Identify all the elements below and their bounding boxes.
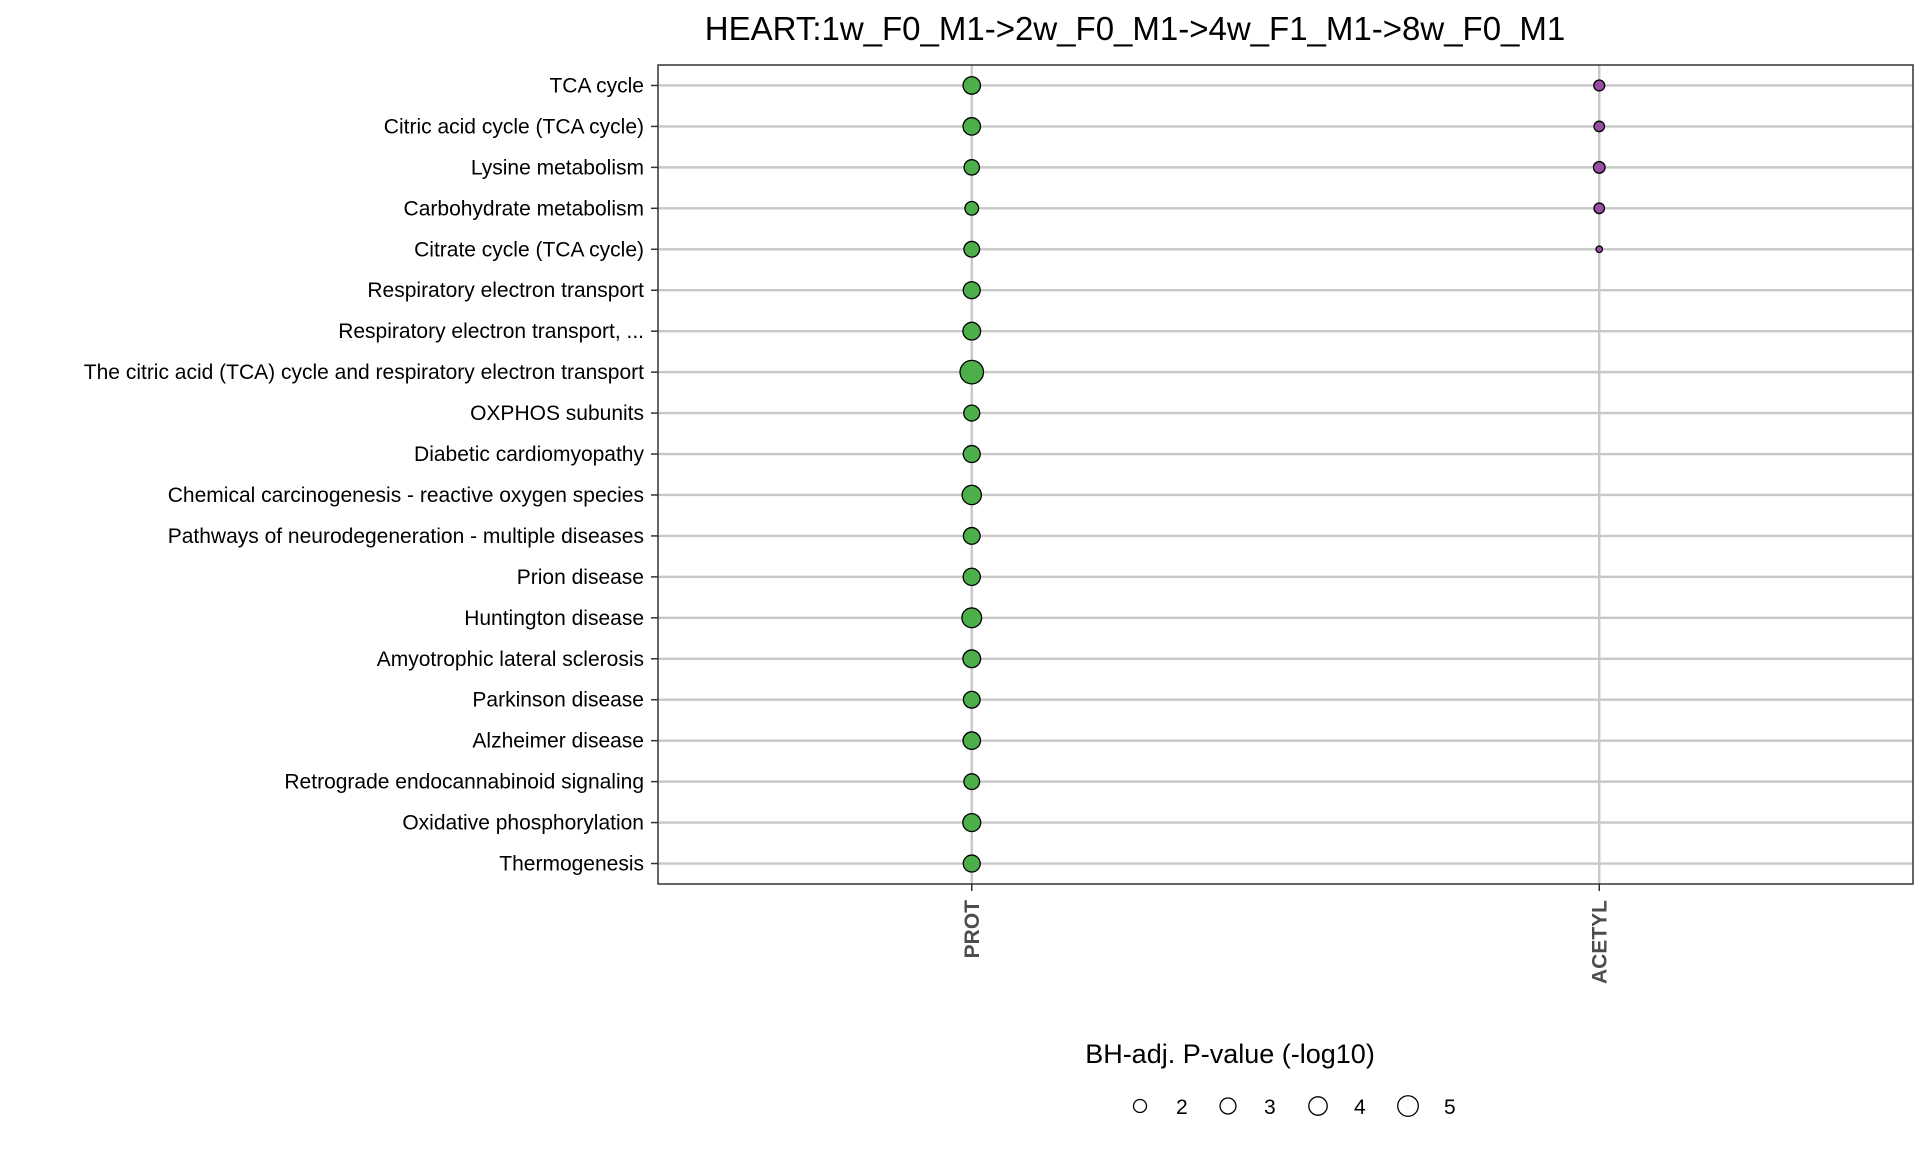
y-tick-label: Thermogenesis	[499, 853, 644, 876]
data-point-acetyl	[1593, 120, 1606, 133]
data-point-prot	[963, 404, 981, 422]
data-point-prot	[964, 200, 980, 216]
data-point-prot	[962, 76, 982, 95]
data-point-prot	[962, 444, 981, 464]
data-point-prot	[962, 649, 982, 669]
data-point-prot	[962, 812, 982, 833]
data-point-prot	[963, 773, 981, 791]
y-tick-label: Parkinson disease	[472, 689, 644, 712]
y-tick-label: Citrate cycle (TCA cycle)	[414, 238, 644, 261]
y-tick-label: Retrograde endocannabinoid signaling	[284, 771, 644, 794]
y-tick-label: Chemical carcinogenesis - reactive oxyge…	[168, 484, 644, 507]
grid-lines	[658, 65, 1913, 884]
y-tick-label: Respiratory electron transport	[367, 279, 644, 302]
data-point-prot	[961, 607, 983, 629]
legend-size-key	[1308, 1096, 1328, 1116]
x-tick-label: PROT	[961, 900, 984, 959]
x-tick-label: ACETYL	[1588, 900, 1611, 984]
data-point-prot	[962, 690, 981, 709]
legend-size-label: 2	[1176, 1096, 1188, 1119]
y-tick-label: Amyotrophic lateral sclerosis	[377, 648, 644, 671]
y-tick-label: Citric acid cycle (TCA cycle)	[384, 115, 644, 138]
legend-size-label: 3	[1264, 1096, 1276, 1119]
chart-title: HEART:1w_F0_M1->2w_F0_M1->4w_F1_M1->8w_F…	[705, 10, 1566, 47]
legend-size-key	[1397, 1095, 1419, 1117]
y-tick-label: Lysine metabolism	[471, 156, 644, 179]
data-point-prot	[961, 484, 983, 506]
data-point-prot	[959, 359, 985, 385]
y-tick-label: Respiratory electron transport, ...	[338, 320, 644, 343]
plot-panel	[657, 64, 1914, 885]
data-point-prot	[962, 526, 981, 545]
y-tick-label: The citric acid (TCA) cycle and respirat…	[84, 361, 644, 384]
y-tick-label: Alzheimer disease	[472, 730, 644, 753]
data-point-prot	[962, 117, 982, 136]
data-point-acetyl	[1593, 79, 1606, 92]
y-tick-label: Pathways of neurodegeneration - multiple…	[168, 525, 644, 548]
data-point-acetyl	[1593, 202, 1606, 215]
y-tick-label: TCA cycle	[549, 74, 644, 97]
data-point-prot	[962, 731, 982, 751]
data-point-prot	[963, 240, 981, 258]
legend-size-label: 5	[1444, 1096, 1456, 1119]
data-points	[959, 76, 1606, 873]
y-axis: TCA cycle Citric acid cycle (TCA cycle) Ly…	[84, 74, 658, 876]
data-point-prot	[963, 159, 981, 176]
x-axis: PROT ACETYL	[961, 884, 1611, 984]
data-point-prot	[962, 854, 981, 873]
data-point-prot	[962, 321, 982, 341]
y-tick-label: Carbohydrate metabolism	[404, 197, 644, 220]
data-point-acetyl	[1592, 160, 1606, 174]
y-tick-label: OXPHOS subunits	[470, 402, 644, 425]
legend-title: BH-adj. P-value (-log10)	[1085, 1039, 1375, 1069]
data-point-prot	[962, 567, 982, 587]
size-legend: BH-adj. P-value (-log10) 2 3 4 5	[1085, 1039, 1456, 1119]
legend-size-key	[1219, 1097, 1237, 1115]
y-tick-label: Huntington disease	[464, 607, 644, 630]
data-point-acetyl	[1595, 245, 1604, 254]
y-tick-label: Oxidative phosphorylation	[402, 812, 644, 835]
legend-size-key	[1132, 1098, 1148, 1114]
y-tick-label: Diabetic cardiomyopathy	[414, 443, 644, 466]
legend-size-label: 4	[1354, 1096, 1366, 1119]
data-point-prot	[962, 281, 981, 300]
y-tick-label: Prion disease	[517, 566, 644, 589]
